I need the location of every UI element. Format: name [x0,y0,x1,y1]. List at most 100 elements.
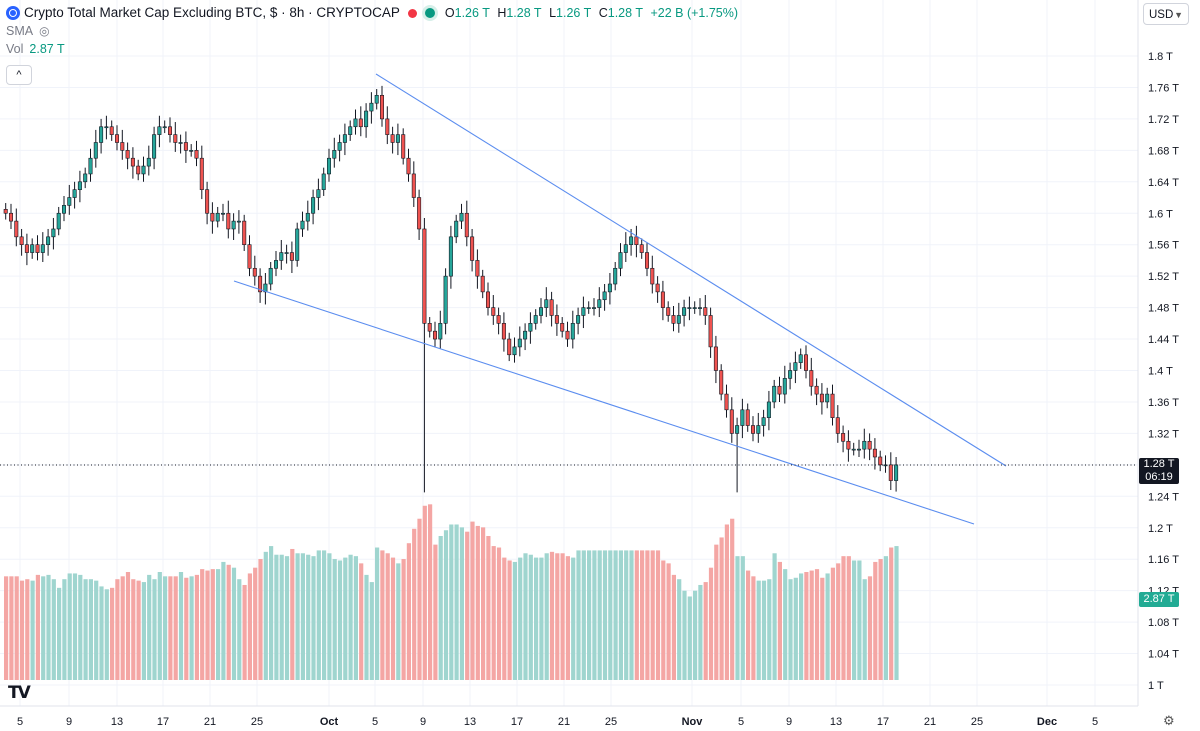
candle-body [173,134,178,143]
volume-bar [671,574,676,680]
candle-body [411,173,416,198]
candle-body [740,409,745,426]
volume-bar [433,544,438,680]
time-tick-label: 13 [111,716,123,728]
volume-bar [571,557,576,680]
volume-bar [889,547,894,680]
candle-body [427,323,432,332]
volume-bar [406,543,411,680]
candle-body [210,212,215,222]
volume-bar [9,576,14,680]
volume-bar [30,580,35,680]
candle-body [639,244,644,253]
volume-bar [173,576,178,680]
candle-body [782,378,787,395]
candle-body [120,142,125,151]
candle-body [867,440,872,450]
eye-hidden-icon[interactable]: ◎ [39,24,50,38]
volume-bar [67,573,72,680]
upper-trendline[interactable] [375,73,1007,467]
chart-title[interactable]: Crypto Total Market Cap Excluding BTC, $… [24,5,400,20]
time-tick-label: 17 [511,716,523,728]
candle-body [676,315,681,324]
candle-body [438,323,443,340]
volume-bar [730,518,735,680]
volume-bar [560,553,565,680]
candle-body [750,425,755,434]
tradingview-logo-icon[interactable]: TV [8,683,31,703]
candle-body [268,267,273,285]
bar-countdown: 06:19 [1145,471,1173,483]
candle-body [512,346,517,356]
volume-bar [507,560,512,680]
candle-body [830,393,835,418]
volume-bar [443,530,449,680]
candle-body [464,212,469,238]
collapse-legend-button[interactable]: ^ [6,65,32,85]
volume-bar [316,550,321,680]
time-tick-label: 9 [786,716,792,728]
candle-body [793,362,798,371]
volume-bar [857,560,862,680]
volume-bar [216,569,221,680]
volume-bar [375,547,380,680]
volume-bar [396,563,401,680]
volume-bar [852,560,857,680]
candle-body [311,197,316,214]
volume-bar [364,574,369,680]
market-status-icon [407,8,417,18]
candle-body [401,134,406,159]
currency-select[interactable]: USD ▼ [1143,3,1189,25]
trendlines[interactable] [233,73,1007,525]
candle-body [872,448,877,458]
volume-bar [274,554,279,680]
volume-bar [51,579,56,680]
candle-body [273,260,278,269]
candle-body [67,197,72,206]
volume-bar [438,536,443,680]
candle-body [501,323,506,340]
candle-body [242,220,247,246]
price-tick-label: 1.24 T [1148,491,1179,503]
volume-bar [465,531,470,680]
time-axis[interactable]: 5 9 13 17 21 25 Oct 5 9 13 17 21 25 Nov 5 9 13 17 21 25 Dec 5 [0,705,1138,728]
settings-gear-icon[interactable]: ⚙ [1163,713,1175,728]
volume-bar [210,569,215,680]
time-tick-label: 17 [877,716,889,728]
time-tick-label: 21 [558,716,570,728]
time-tick-label: 5 [1092,716,1098,728]
candle-body [597,299,602,308]
volume-bar [783,569,788,680]
candle-body [666,307,671,316]
volume-bar [136,580,141,680]
legend-title-row: Crypto Total Market Cap Excluding BTC, $… [6,4,738,22]
candle-body [162,126,167,129]
vol-label[interactable]: Vol [6,42,24,56]
candle-body [819,393,824,403]
candle-body [523,330,528,340]
candle-body [353,118,358,128]
volume-bar [247,573,252,680]
candle-body [9,212,14,222]
volume-bar [836,563,841,680]
currency-value: USD [1149,9,1174,21]
sma-label[interactable]: SMA [6,24,34,38]
candle-body [565,330,570,340]
candle-body [629,236,634,245]
candle-body [729,409,734,434]
candle-body [77,181,82,190]
price-tick-label: 1.08 T [1148,617,1179,629]
lower-trendline[interactable] [233,280,975,525]
price-tick-label: 1.64 T [1148,177,1179,189]
volume-bar [873,561,878,680]
price-tick-label: 1.8 T [1148,51,1173,63]
volume-bar [634,550,639,680]
candle-body [93,142,98,159]
volume-bar [761,580,767,680]
candle-body [825,393,830,403]
volume-bar [751,576,756,680]
volume-bar [295,553,300,680]
volume-bar [894,546,899,680]
candle-body [14,220,19,238]
